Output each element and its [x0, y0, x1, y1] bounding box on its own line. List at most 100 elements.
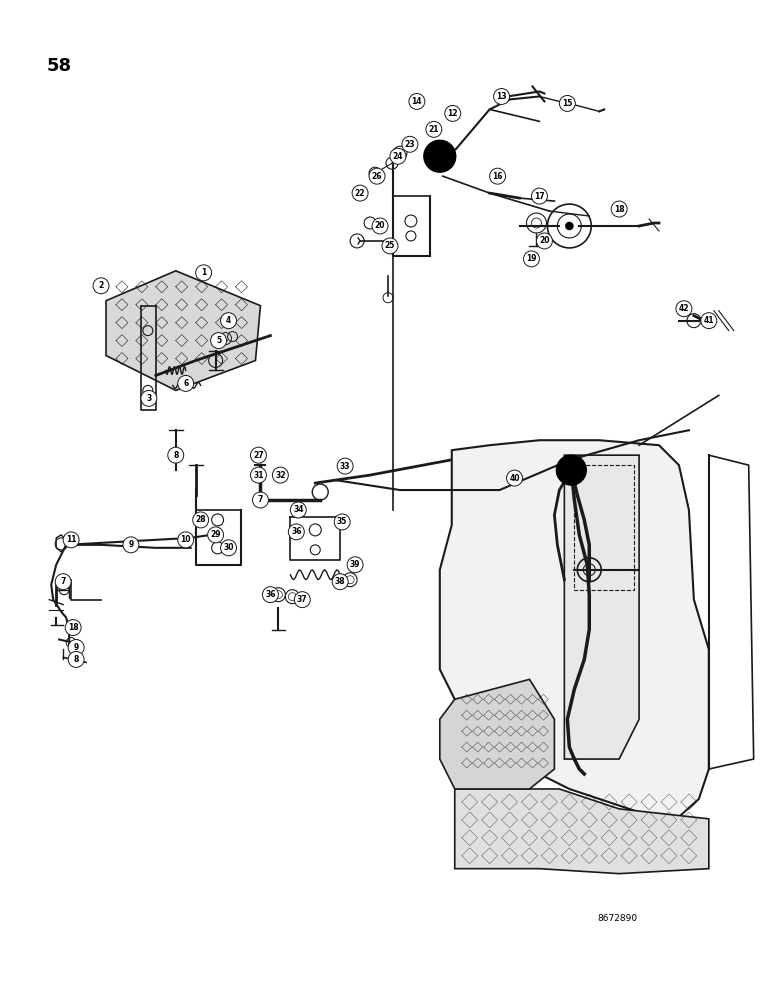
Text: 18: 18 [614, 205, 625, 214]
Circle shape [289, 524, 304, 540]
Circle shape [352, 185, 368, 201]
Text: 6: 6 [183, 379, 188, 388]
Text: 13: 13 [496, 92, 507, 101]
Text: 20: 20 [374, 221, 385, 230]
Polygon shape [564, 455, 639, 759]
Text: 34: 34 [293, 505, 303, 514]
Circle shape [221, 313, 236, 329]
Text: 5: 5 [216, 336, 221, 345]
Text: 36: 36 [265, 590, 276, 599]
Circle shape [493, 88, 510, 104]
Circle shape [168, 447, 184, 463]
Text: 15: 15 [562, 99, 573, 108]
Text: 40: 40 [510, 474, 520, 483]
Text: 21: 21 [428, 125, 439, 134]
Circle shape [611, 201, 627, 217]
Circle shape [55, 574, 71, 590]
Circle shape [63, 532, 79, 548]
Text: 31: 31 [253, 471, 264, 480]
Text: 25: 25 [384, 241, 395, 250]
Circle shape [221, 540, 236, 556]
Text: 20: 20 [539, 236, 550, 245]
Circle shape [178, 532, 194, 548]
Text: 19: 19 [527, 254, 537, 263]
Circle shape [531, 188, 547, 204]
Text: 1: 1 [201, 268, 206, 277]
Circle shape [93, 278, 109, 294]
Text: 24: 24 [393, 152, 403, 161]
Circle shape [424, 140, 455, 172]
Circle shape [208, 527, 224, 543]
Circle shape [372, 218, 388, 234]
Circle shape [369, 168, 385, 184]
Circle shape [676, 301, 692, 317]
Text: 9: 9 [128, 540, 134, 549]
Text: 37: 37 [297, 595, 307, 604]
Text: 8672890: 8672890 [597, 914, 637, 923]
Circle shape [557, 455, 586, 485]
Text: 8: 8 [73, 655, 79, 664]
Text: 17: 17 [534, 192, 545, 201]
Circle shape [273, 467, 289, 483]
Text: 16: 16 [493, 172, 503, 181]
Text: 42: 42 [679, 304, 689, 313]
Circle shape [445, 105, 461, 121]
Text: 33: 33 [340, 462, 350, 471]
Circle shape [141, 390, 157, 406]
Circle shape [347, 557, 363, 573]
Circle shape [211, 333, 226, 349]
Circle shape [337, 458, 353, 474]
Text: 7: 7 [258, 495, 263, 504]
Circle shape [332, 574, 348, 590]
Circle shape [523, 251, 540, 267]
Circle shape [537, 233, 553, 249]
Text: 11: 11 [66, 535, 76, 544]
Text: 41: 41 [703, 316, 714, 325]
Text: 35: 35 [337, 517, 347, 526]
Text: 23: 23 [405, 140, 415, 149]
Text: 14: 14 [411, 97, 422, 106]
Circle shape [701, 313, 717, 329]
Polygon shape [440, 440, 709, 819]
Circle shape [65, 620, 81, 636]
Circle shape [390, 148, 406, 164]
Text: 9: 9 [73, 643, 79, 652]
Text: 7: 7 [60, 577, 66, 586]
Circle shape [565, 222, 574, 230]
Text: 32: 32 [275, 471, 286, 480]
Text: 8: 8 [173, 451, 178, 460]
Circle shape [506, 470, 523, 486]
Circle shape [560, 95, 575, 111]
Circle shape [426, 121, 442, 137]
Text: 2: 2 [98, 281, 103, 290]
Circle shape [68, 639, 84, 655]
Circle shape [178, 375, 194, 391]
Circle shape [252, 492, 269, 508]
Polygon shape [440, 679, 554, 789]
Circle shape [193, 512, 208, 528]
Circle shape [290, 502, 306, 518]
Text: 3: 3 [146, 394, 151, 403]
Circle shape [294, 592, 310, 608]
Circle shape [489, 168, 506, 184]
Text: 4: 4 [226, 316, 231, 325]
Circle shape [409, 93, 425, 109]
Text: 12: 12 [448, 109, 458, 118]
Text: 38: 38 [335, 577, 346, 586]
Circle shape [402, 136, 418, 152]
Polygon shape [106, 271, 260, 390]
Text: 36: 36 [291, 527, 302, 536]
Text: 58: 58 [46, 57, 71, 75]
Circle shape [262, 587, 279, 603]
Circle shape [68, 651, 84, 667]
Circle shape [334, 514, 350, 530]
Text: 28: 28 [195, 515, 206, 524]
Text: 30: 30 [223, 543, 234, 552]
Text: 27: 27 [253, 451, 264, 460]
Circle shape [195, 265, 212, 281]
Text: 29: 29 [210, 530, 221, 539]
Text: 39: 39 [350, 560, 361, 569]
Text: 18: 18 [68, 623, 79, 632]
Circle shape [123, 537, 139, 553]
Circle shape [250, 467, 266, 483]
